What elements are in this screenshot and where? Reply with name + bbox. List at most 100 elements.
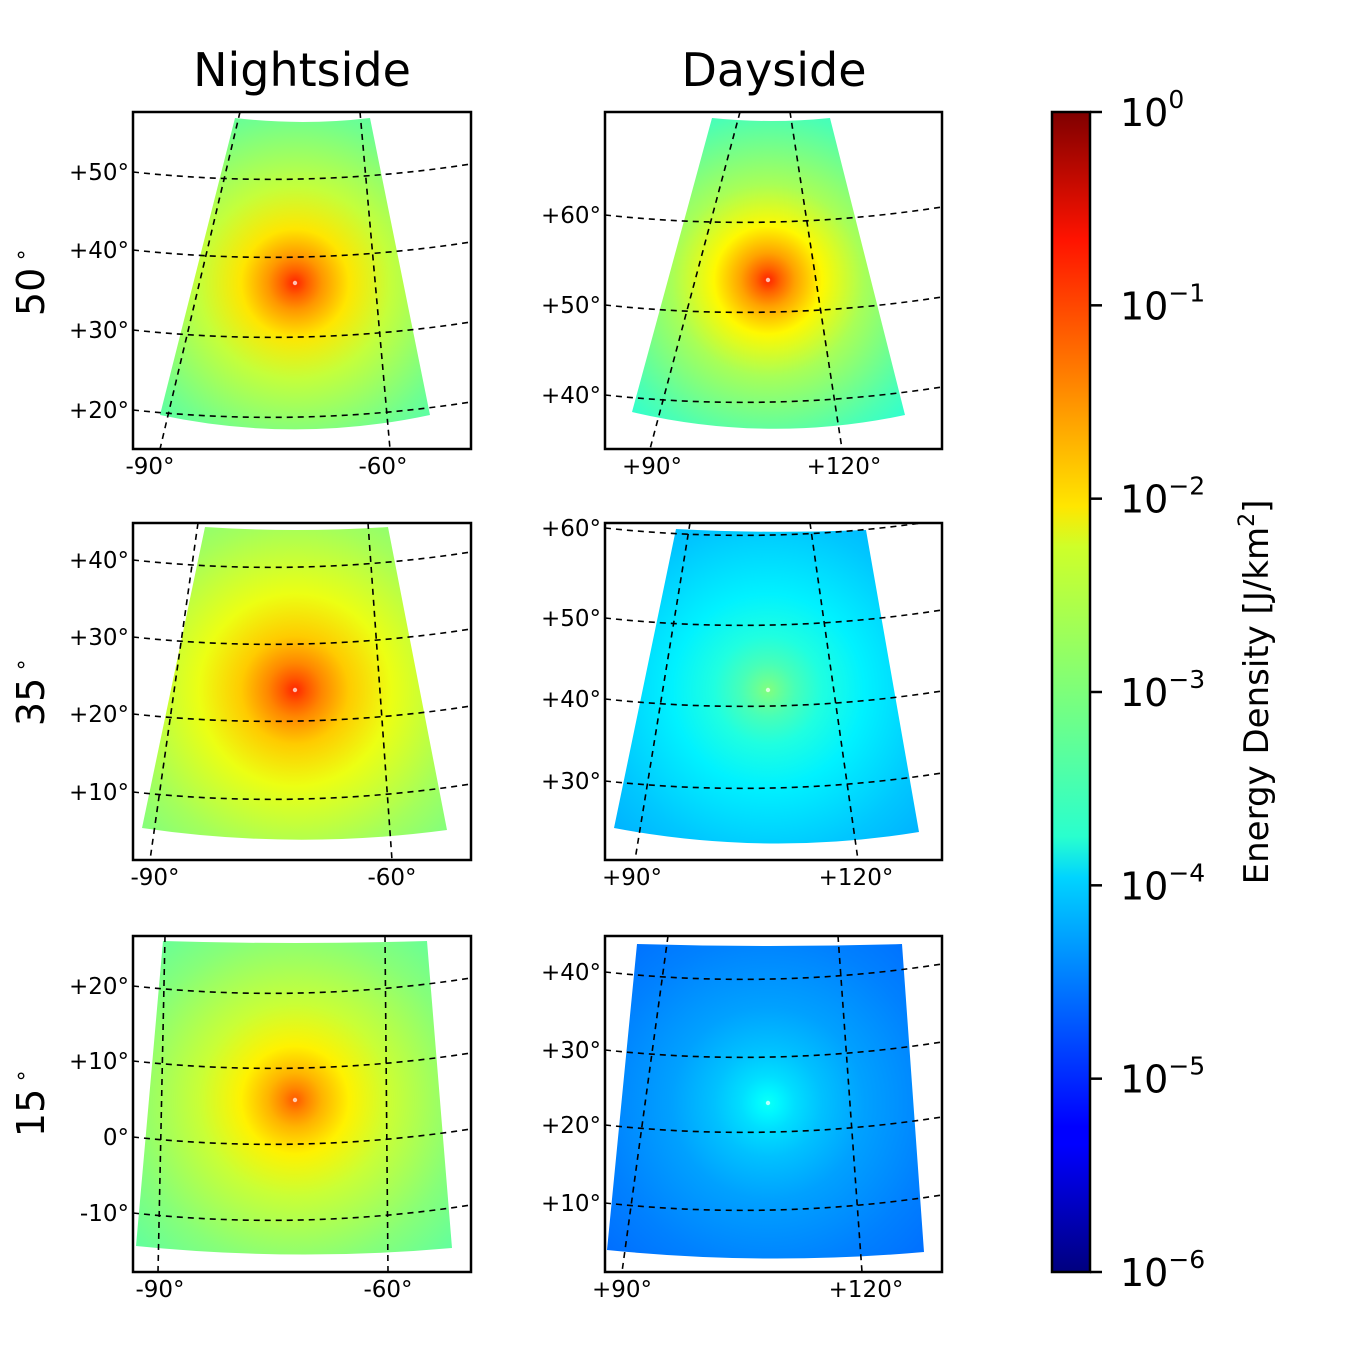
row-label-50-text: 50: [9, 268, 53, 316]
row-label-35-text: 35: [9, 678, 53, 726]
row-label-15: 15 ∘: [9, 1069, 53, 1137]
latitude-line-nightside-15-1: [133, 1052, 471, 1070]
longitude-line-dayside-15-1: [837, 936, 863, 1272]
latitude-line-dayside-50-2: [605, 386, 942, 404]
row-label-50-degree: ∘: [9, 248, 34, 262]
lon-label-nightside-50-1: -60°: [358, 454, 407, 480]
lat-label-dayside-35-0: +60°: [541, 516, 601, 542]
lat-label-nightside-15-3: -10°: [80, 1201, 129, 1227]
latitude-line-nightside-50-2: [133, 321, 471, 339]
lon-label-dayside-35-1: +120°: [819, 865, 894, 891]
latitude-line-dayside-15-2: [605, 1116, 942, 1134]
source-point-nightside-15: [292, 1097, 298, 1103]
column-title-nightside: Nightside: [193, 43, 411, 97]
lat-label-dayside-35-2: +40°: [541, 687, 601, 713]
energy-field-dayside-15: [607, 944, 924, 1259]
lat-label-dayside-35-3: +30°: [541, 769, 601, 795]
lat-label-nightside-35-1: +30°: [69, 625, 129, 651]
svg-text:Energy Density [J/km2]: Energy Density [J/km2]: [1235, 500, 1277, 885]
lat-label-nightside-15-0: +20°: [69, 974, 129, 1000]
lat-label-dayside-50-1: +50°: [541, 293, 601, 319]
latitude-line-dayside-15-3: [605, 1194, 942, 1212]
lat-label-nightside-50-0: +50°: [69, 160, 129, 186]
lon-label-dayside-15-1: +120°: [829, 1277, 904, 1303]
panel-frame-dayside-35: [603, 521, 944, 862]
row-label-35-degree: ∘: [9, 658, 34, 672]
lat-label-nightside-15-1: +10°: [69, 1049, 129, 1075]
source-point-dayside-15: [765, 1100, 771, 1106]
panel-dayside-50: +60° +50° +40° +90° +120°: [541, 110, 944, 480]
latitude-line-nightside-35-3: [133, 783, 471, 801]
latitude-line-nightside-15-0: [133, 977, 471, 995]
panel-dayside-15: +40° +30° +20° +10° +90° +120°: [541, 934, 944, 1303]
latitude-line-dayside-35-2: [605, 690, 942, 708]
latitude-line-nightside-50-1: [133, 241, 471, 259]
longitude-line-dayside-50-0: [649, 112, 741, 449]
colorbar: 100 10−1 10−2 10−3 10−4 10−5 10−6 Energy Densi…: [1050, 85, 1277, 1295]
panel-nightside-50: +50° +40° +30° +20° -90° -60°: [69, 110, 473, 480]
lon-label-nightside-35-0: -90°: [130, 865, 179, 891]
row-label-15-text: 15: [9, 1089, 53, 1137]
longitude-line-dayside-35-0: [634, 523, 691, 860]
latitude-line-nightside-50-0: [133, 163, 471, 181]
lon-label-nightside-50-0: -90°: [125, 454, 174, 480]
lat-label-nightside-35-2: +20°: [69, 702, 129, 728]
longitude-line-nightside-50-0: [159, 112, 241, 449]
latitude-line-dayside-35-0: [605, 523, 928, 537]
lat-label-nightside-15-2: 0°: [103, 1125, 129, 1151]
longitude-line-nightside-15-0: [157, 936, 166, 1272]
energy-field-nightside-35: [142, 527, 447, 840]
latitude-line-dayside-15-1: [605, 1041, 942, 1059]
latitude-line-dayside-15-0: [605, 963, 942, 981]
lat-label-nightside-50-1: +40°: [69, 238, 129, 264]
colorbar-tick-label-5: 10−5: [1120, 1052, 1205, 1102]
colorbar-tick-label-1: 10−1: [1120, 278, 1205, 328]
lat-label-dayside-15-1: +30°: [541, 1038, 601, 1064]
lat-label-nightside-50-2: +30°: [69, 318, 129, 344]
map-panels: +50° +40° +30° +20° -90° -60° +60° +50° +40° +90°…: [69, 110, 944, 1303]
latitude-line-nightside-35-1: [133, 628, 471, 646]
lon-label-nightside-35-1: -60°: [367, 865, 416, 891]
longitude-line-nightside-15-1: [384, 936, 389, 1272]
row-label-50: 50 ∘: [9, 248, 53, 316]
longitude-line-dayside-15-0: [621, 936, 669, 1272]
panel-frame-dayside-15: [603, 934, 944, 1274]
lat-label-dayside-15-0: +40°: [541, 960, 601, 986]
energy-field-nightside-50: [160, 118, 430, 430]
panel-nightside-15: +20° +10° 0° -10° -90° -60°: [69, 934, 473, 1303]
svg-text:50∘: 50 ∘: [9, 248, 53, 316]
latitude-line-nightside-15-2: [133, 1128, 471, 1146]
latitude-line-nightside-35-2: [133, 705, 471, 723]
latitude-line-dayside-35-1: [605, 609, 942, 627]
lat-label-dayside-15-3: +10°: [541, 1191, 601, 1217]
panel-nightside-35: +40° +30° +20° +10° -90° -60°: [69, 521, 473, 891]
energy-field-dayside-50: [632, 118, 905, 429]
latitude-line-dayside-50-0: [605, 206, 942, 224]
latitude-line-nightside-35-0: [133, 551, 471, 569]
colorbar-tick-label-6: 10−6: [1120, 1245, 1205, 1295]
row-label-35: 35 ∘: [9, 658, 53, 726]
lat-label-dayside-50-0: +60°: [541, 203, 601, 229]
colorbar-ticks: 100 10−1 10−2 10−3 10−4 10−5 10−6: [1090, 85, 1205, 1295]
lon-label-nightside-15-1: -60°: [363, 1277, 412, 1303]
panel-frame-nightside-15: [131, 934, 473, 1274]
latitude-line-nightside-50-3: [133, 401, 471, 419]
lat-label-nightside-35-3: +10°: [69, 780, 129, 806]
lon-label-nightside-15-0: -90°: [135, 1277, 184, 1303]
panel-dayside-35: +60° +50° +40° +30° +90° +120°: [541, 516, 944, 891]
longitude-line-nightside-50-1: [359, 112, 391, 449]
colorbar-tick-label-0: 100: [1120, 85, 1184, 135]
latitude-line-nightside-15-3: [133, 1204, 471, 1222]
longitude-line-nightside-35-0: [149, 523, 199, 860]
panel-frame-dayside-50: [603, 110, 944, 451]
lat-label-nightside-50-3: +20°: [69, 398, 129, 424]
longitude-line-dayside-50-1: [789, 112, 843, 449]
source-point-dayside-35: [765, 687, 771, 693]
lat-label-dayside-50-2: +40°: [541, 383, 601, 409]
colorbar-tick-label-2: 10−2: [1120, 472, 1205, 522]
colorbar-label-sup: 2: [1235, 513, 1260, 527]
lon-label-dayside-50-0: +90°: [622, 454, 682, 480]
energy-field-nightside-15: [136, 941, 452, 1255]
colorbar-gradient: [1050, 110, 1092, 1274]
